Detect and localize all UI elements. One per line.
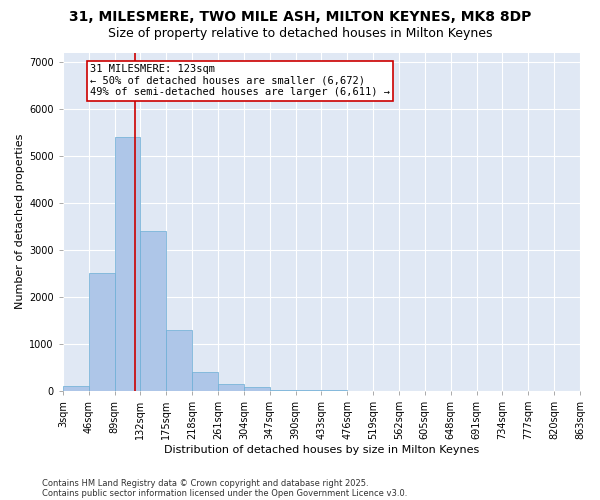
Text: Size of property relative to detached houses in Milton Keynes: Size of property relative to detached ho… — [108, 28, 492, 40]
Bar — [269, 390, 296, 391]
Bar — [166, 330, 192, 391]
Bar — [115, 137, 140, 391]
Bar — [192, 372, 218, 391]
Bar — [89, 274, 115, 391]
Y-axis label: Number of detached properties: Number of detached properties — [15, 134, 25, 310]
X-axis label: Distribution of detached houses by size in Milton Keynes: Distribution of detached houses by size … — [164, 445, 479, 455]
Text: Contains HM Land Registry data © Crown copyright and database right 2025.: Contains HM Land Registry data © Crown c… — [42, 478, 368, 488]
Text: 31, MILESMERE, TWO MILE ASH, MILTON KEYNES, MK8 8DP: 31, MILESMERE, TWO MILE ASH, MILTON KEYN… — [69, 10, 531, 24]
Bar — [140, 231, 166, 391]
Text: Contains public sector information licensed under the Open Government Licence v3: Contains public sector information licen… — [42, 488, 407, 498]
Text: 31 MILESMERE: 123sqm
← 50% of detached houses are smaller (6,672)
49% of semi-de: 31 MILESMERE: 123sqm ← 50% of detached h… — [90, 64, 390, 98]
Bar — [63, 386, 89, 391]
Bar — [244, 388, 269, 391]
Bar — [218, 384, 244, 391]
Bar — [296, 390, 322, 391]
